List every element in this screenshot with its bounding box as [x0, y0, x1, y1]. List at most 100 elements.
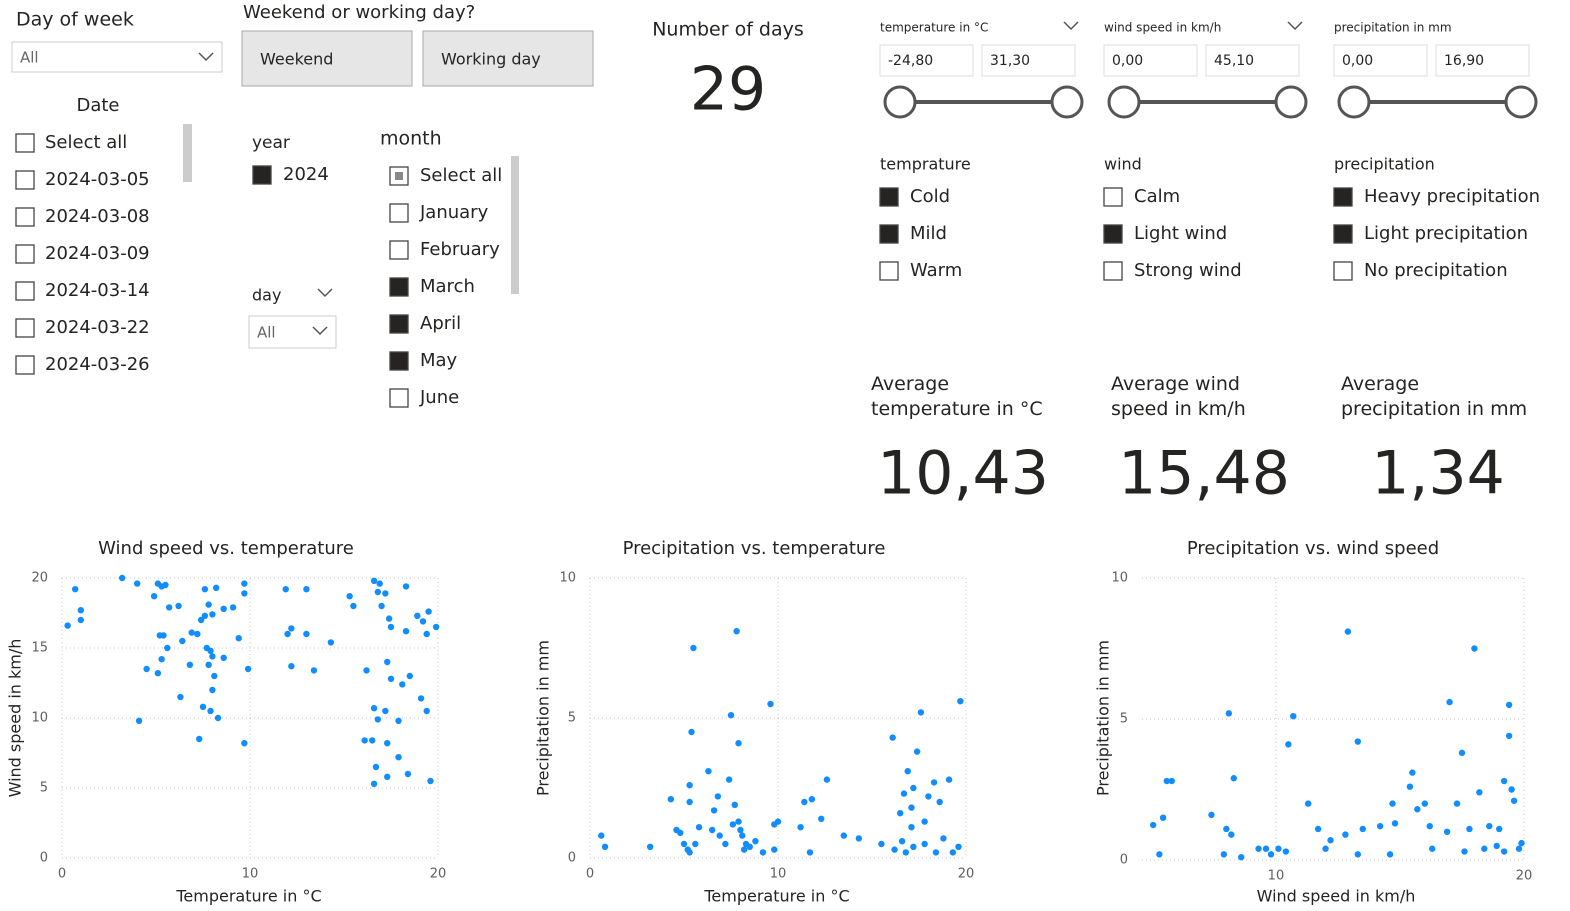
scatter-point [598, 832, 605, 839]
button-label: Weekend [260, 50, 333, 69]
x-tick-label: 20 [430, 867, 447, 882]
dropdown[interactable] [11, 41, 223, 73]
scatter-point [900, 790, 908, 797]
checkbox[interactable] [252, 165, 272, 185]
checkbox-label: April [420, 313, 461, 334]
checkbox[interactable] [1333, 187, 1353, 207]
chevron [1287, 21, 1303, 31]
scatter-point [945, 776, 953, 783]
scatter-point [1426, 822, 1433, 830]
scatter-point [194, 630, 201, 638]
range-input[interactable] [1435, 44, 1530, 77]
checkbox[interactable] [1103, 187, 1123, 207]
scatter-point [399, 681, 406, 688]
scatter-point [327, 639, 335, 646]
scatter-point [1493, 842, 1500, 850]
scatter-point [737, 826, 744, 834]
checkbox[interactable] [15, 207, 35, 227]
checkbox[interactable] [879, 224, 899, 244]
checkbox[interactable] [15, 355, 35, 375]
slicer-title: month [380, 128, 442, 150]
scatter-point [369, 737, 376, 744]
checkbox[interactable] [15, 244, 35, 264]
range-input[interactable] [879, 44, 974, 77]
checkbox[interactable] [879, 187, 899, 207]
scatter-point [1342, 831, 1349, 838]
checkbox[interactable] [1333, 224, 1353, 244]
scatter-point [150, 593, 158, 600]
scatter-point [382, 590, 389, 597]
range-input[interactable] [1103, 44, 1198, 77]
slider-handle[interactable] [1504, 85, 1538, 119]
scatter-point [164, 644, 171, 652]
scatter-point [1446, 698, 1453, 706]
checkbox[interactable] [15, 133, 35, 153]
range-title: wind speed in km/h [1104, 21, 1221, 35]
scatter-point [1159, 814, 1167, 821]
checkbox-label: No precipitation [1364, 260, 1508, 281]
scatter-point [118, 574, 126, 582]
button[interactable] [422, 30, 594, 87]
chart-title: Precipitation vs. wind speed [1187, 538, 1439, 559]
card-label: Average wind speed in km/h [1111, 373, 1246, 420]
scatter-point [1255, 845, 1262, 852]
checkbox-label: Cold [910, 186, 950, 207]
y-tick-label: 20 [31, 571, 48, 586]
checkbox[interactable] [15, 170, 35, 190]
checkbox[interactable] [389, 203, 409, 223]
x-tick-label: 20 [1516, 869, 1533, 884]
checkbox[interactable] [879, 261, 899, 281]
scatter-point [910, 843, 917, 850]
scatter-point [688, 728, 695, 736]
slider-handle[interactable] [1337, 85, 1371, 119]
scatter-point [1285, 741, 1292, 748]
checkbox-label: 2024-03-09 [45, 243, 150, 264]
checkbox[interactable] [389, 240, 409, 260]
slider-handle[interactable] [1107, 85, 1141, 119]
scatter-point [303, 586, 310, 593]
scatter-point [902, 849, 910, 856]
checkbox[interactable] [389, 388, 409, 408]
slider-handle[interactable] [1274, 85, 1308, 119]
range-input[interactable] [1333, 44, 1428, 77]
scatter-point [1429, 845, 1436, 852]
scatter-point [1223, 825, 1230, 833]
range-input[interactable] [1205, 44, 1300, 77]
card-value: 15,48 [1118, 439, 1290, 509]
scatter-point [423, 707, 430, 715]
scatter-point [1391, 820, 1399, 827]
range-title: temperature in °C [880, 21, 988, 35]
scatter-point [1471, 645, 1478, 652]
checkbox[interactable] [15, 318, 35, 338]
checkbox[interactable] [389, 277, 409, 297]
checkbox[interactable] [1103, 261, 1123, 281]
scatter-point [1443, 828, 1451, 835]
scatter-point [957, 698, 964, 705]
slicer-title: Day of week [16, 9, 134, 31]
button[interactable] [241, 30, 413, 87]
scatter-point [282, 586, 289, 593]
slider-handle[interactable] [883, 85, 917, 119]
checkbox[interactable] [1103, 224, 1123, 244]
y-axis-title: Wind speed in km/h [6, 639, 25, 798]
slider-handle[interactable] [1050, 85, 1084, 119]
scatter-point [384, 773, 391, 780]
x-axis-title: Temperature in °C [703, 887, 849, 906]
scatter-point [797, 824, 804, 831]
scatter-point [667, 796, 675, 803]
checkbox[interactable] [389, 351, 409, 371]
range-input[interactable] [981, 44, 1076, 77]
y-tick-label: 15 [31, 641, 48, 656]
checkbox-partial [395, 172, 403, 180]
scatter-point [175, 602, 182, 610]
scatter-point [346, 593, 353, 600]
scatter-point [1505, 701, 1513, 709]
checkbox[interactable] [389, 314, 409, 334]
checkbox[interactable] [15, 281, 35, 301]
range-min: 0,00 [1342, 53, 1373, 69]
checkbox[interactable] [1333, 261, 1353, 281]
scatter-point [1386, 851, 1394, 858]
slicer-title: wind [1104, 155, 1142, 174]
slicer-title: Weekend or working day? [243, 2, 475, 23]
